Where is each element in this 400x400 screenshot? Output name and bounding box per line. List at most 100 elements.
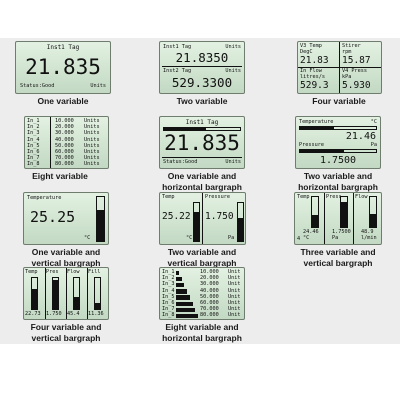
caption-three-var-vbar-1: Three variable and	[300, 247, 376, 257]
col-value: 22.73	[25, 311, 41, 317]
caption-eight-variable: Eight variable	[32, 171, 88, 181]
col-vbar-fill	[52, 280, 59, 310]
row-value: 30.000	[200, 281, 219, 288]
divider	[162, 66, 242, 67]
v1-hbar-fill	[299, 126, 335, 130]
main-value: 21.835	[164, 131, 240, 155]
col-value: 11.36	[88, 311, 104, 317]
tag-label: Inst1 Tag	[185, 119, 219, 126]
v2-vbar-fill	[237, 218, 244, 242]
caption-one-var-vbar-1: One variable and	[31, 247, 101, 257]
row-unit: Unit	[228, 287, 241, 294]
lcd-eight-variable: In_1 10.000 Units In_2 20.000 Units In_3 30.000…	[24, 116, 109, 169]
row-unit: Units	[84, 124, 100, 131]
tr-value: 15.87	[342, 55, 371, 66]
v1-name: Temperature	[299, 119, 334, 125]
row-tag: In_7	[162, 306, 175, 313]
row-tag: In_7	[27, 155, 40, 162]
row-tag: In_5	[27, 142, 40, 149]
caption-four-var-vbar-2: vertical bargraph	[31, 333, 101, 343]
v-name: Temperature	[27, 195, 62, 201]
row-tag: In_2	[162, 275, 175, 282]
axis-min-label: 4	[297, 236, 301, 242]
row-value: 50.000	[200, 293, 219, 300]
row-value: 50.000	[55, 142, 74, 149]
row-tag: In_3	[162, 281, 175, 288]
tl-value: 21.83	[300, 55, 329, 66]
caption-one-variable: One variable	[37, 96, 89, 106]
row-unit: Unit	[228, 300, 241, 306]
row-hbar-fill	[176, 307, 196, 313]
caption-two-variable: Two variable	[176, 96, 228, 106]
col-divider	[45, 268, 46, 319]
col-name: Pres	[46, 269, 59, 275]
col-vbar-fill	[73, 296, 80, 310]
row-tag: In_5	[162, 293, 175, 300]
row-value: 70.000	[55, 155, 74, 162]
status-label: Status:Good	[20, 83, 55, 89]
lcd-four-variable: V3 Temp DegC 21.83 Stirer rpm 15.87 In F…	[297, 41, 382, 94]
v2-unit: Pa	[370, 142, 377, 148]
mid-divider	[202, 193, 203, 244]
col-name: Temp	[25, 269, 38, 275]
col-unit: Pa	[332, 235, 339, 241]
row-unit: Units	[84, 130, 100, 137]
row-value: 40.000	[200, 287, 219, 294]
value2: 529.3300	[171, 75, 233, 90]
col-divider	[353, 193, 354, 244]
row-tag: In_3	[27, 130, 40, 137]
col-vbar-fill	[369, 213, 377, 228]
v1-unit: °C	[370, 119, 377, 125]
col-vbar-fill	[31, 288, 38, 310]
col-name: Press	[326, 194, 342, 200]
row-unit: Unit	[228, 281, 241, 288]
row-hbar-fill	[176, 313, 198, 319]
row-value: 80.000	[200, 312, 219, 319]
v2-unit: Pa	[228, 235, 235, 241]
bl-name: In Flow	[300, 68, 322, 74]
col-value: 45.4	[67, 311, 80, 317]
col-name: Temp	[297, 194, 310, 200]
row-unit: Units	[84, 118, 100, 124]
row-value: 10.000	[55, 118, 74, 124]
row-value: 80.000	[55, 161, 74, 168]
lcd-two-variable: Inst1 Tag Units 21.8350 Inst2 Tag Units …	[159, 41, 245, 94]
col-value: 48.9	[361, 229, 374, 235]
lcd-two-var-hbar: Temperature °C 21.46 Pressure Pa 1.7500	[295, 116, 381, 169]
caption-one-var-hbar-1: One variable and	[167, 171, 237, 181]
divider	[162, 157, 242, 158]
row-unit: Units	[84, 136, 100, 143]
status-label: Status:Good	[163, 159, 198, 165]
row-value: 40.000	[55, 136, 74, 143]
bl-value: 529.3	[300, 80, 329, 91]
row-hbar-fill	[176, 276, 182, 282]
v-unit: °C	[84, 235, 91, 241]
col-name: Fill	[88, 269, 101, 275]
v2-value: 1.750	[205, 211, 234, 222]
row-unit: Units	[84, 149, 100, 155]
row-unit: Units	[84, 155, 100, 162]
quad-h-divider	[298, 67, 381, 68]
v-value: 25.25	[30, 208, 76, 226]
col-vbar-fill	[340, 202, 348, 228]
v1-value: 21.46	[345, 131, 376, 142]
br-value: 5.930	[342, 80, 371, 91]
row-hbar-fill	[176, 289, 187, 294]
row-tag: In_8	[27, 161, 40, 168]
tag2-label: Inst2 Tag	[163, 68, 192, 74]
value1: 21.8350	[175, 50, 229, 65]
lcd-two-var-vbar: Temp 25.22 °C Pressure 1.750 Pa	[159, 192, 246, 245]
row-tag: In_6	[162, 300, 175, 306]
lcd-eight-var-hbar: In_1 10.000 Unit In_2 20.000 Unit In_3 30.000 Un…	[159, 267, 245, 320]
caption-eight-var-hbar-2: horizontal bargraph	[162, 333, 242, 343]
units2-label: Units	[225, 68, 241, 74]
row-value: 20.000	[55, 124, 74, 131]
row-hbar-fill	[176, 301, 193, 306]
caption-three-var-vbar-2: vertical bargraph	[303, 258, 373, 268]
row-hbar-fill	[176, 282, 185, 288]
row-value: 60.000	[200, 300, 219, 306]
v1-unit: °C	[186, 235, 193, 241]
caption-two-var-hbar-2: horizontal bargraph	[298, 182, 378, 192]
col-value: 1.750	[46, 311, 62, 317]
br-unit: kPa	[342, 74, 352, 80]
